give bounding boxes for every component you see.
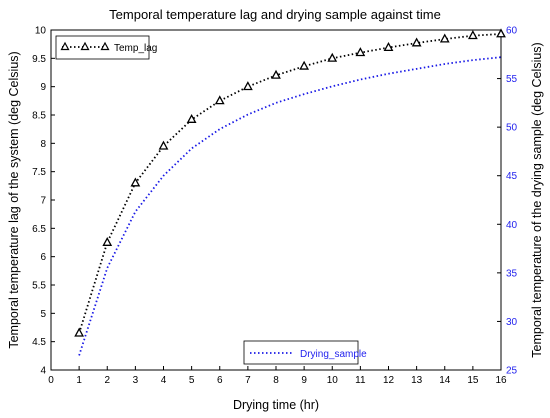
y2-tick-label: 30 xyxy=(506,317,518,328)
y2-tick-label: 45 xyxy=(506,171,518,182)
x-tick-label: 14 xyxy=(439,375,451,386)
y-axis-label: Temporal temperature lag of the system (… xyxy=(7,51,21,348)
y2-axis-label: Temporal temperature of the drying sampl… xyxy=(530,42,544,357)
legend-temp-lag-marker-2 xyxy=(80,41,90,51)
x-tick-label: 4 xyxy=(161,375,167,386)
data-point-temp-lag xyxy=(186,113,197,123)
x-tick-label: 11 xyxy=(355,375,366,386)
data-point-temp-lag xyxy=(130,177,141,187)
data-point-temp-lag xyxy=(383,42,394,52)
x-tick-label: 2 xyxy=(104,375,110,386)
data-point-temp-lag xyxy=(355,47,366,57)
data-point-temp-lag xyxy=(496,28,506,38)
legend-drying-sample-box xyxy=(243,340,359,365)
y-tick-label: 8.5 xyxy=(32,111,46,122)
series-line-temp-lag xyxy=(78,33,502,334)
plot-frame xyxy=(50,29,502,371)
x-tick-label: 12 xyxy=(383,375,395,386)
y-tick-label: 6 xyxy=(40,252,46,263)
x-tick-label: 7 xyxy=(245,375,251,386)
legend-drying-sample-label: Drying_sample xyxy=(300,349,367,360)
data-point-temp-lag xyxy=(271,69,281,79)
series-line-drying-sample xyxy=(78,56,502,356)
x-tick-label: 3 xyxy=(133,375,139,386)
data-point-temp-lag xyxy=(102,236,113,246)
x-tick-label: 9 xyxy=(301,375,307,386)
y-tick-label: 9.5 xyxy=(32,54,46,65)
y-tick-label: 9 xyxy=(40,82,46,93)
x-tick-label: 6 xyxy=(217,375,223,386)
legend-drying-sample: Drying_sample xyxy=(243,340,367,365)
data-point-temp-lag xyxy=(439,33,450,43)
y-tick-label: 10 xyxy=(35,26,47,37)
series-layer xyxy=(74,28,506,356)
data-point-temp-lag xyxy=(214,95,225,105)
y-tick-label: 7.5 xyxy=(32,167,46,178)
y2-axis-ticks: 25 30 35 40 45 50 55 60 xyxy=(497,26,518,377)
x-tick-label: 1 xyxy=(76,375,82,386)
x-tick-label: 8 xyxy=(273,375,279,386)
y2-tick-label: 55 xyxy=(506,74,518,85)
y-axis-ticks: 4 4.5 5 5.5 6 6.5 7 7.5 8 8.5 9 9.5 10 xyxy=(32,26,55,377)
x-tick-label: 10 xyxy=(327,375,339,386)
chart-title: Temporal temperature lag and drying samp… xyxy=(109,7,441,22)
x-tick-label: 16 xyxy=(495,375,507,386)
x-tick-label: 15 xyxy=(467,375,479,386)
y2-tick-label: 60 xyxy=(506,26,518,37)
data-point-temp-lag xyxy=(158,140,169,150)
y-tick-label: 5.5 xyxy=(32,281,46,292)
legend-temp-lag-label: Temp_lag xyxy=(114,43,157,54)
y-tick-label: 6.5 xyxy=(32,224,46,235)
y-tick-label: 4 xyxy=(40,366,46,377)
data-point-temp-lag xyxy=(242,81,253,91)
y-tick-label: 7 xyxy=(40,196,46,207)
data-point-temp-lag xyxy=(74,327,85,337)
y2-tick-label: 25 xyxy=(506,366,518,377)
legend-temp-lag-marker-1 xyxy=(60,41,70,51)
legend-temp-lag-marker-3 xyxy=(100,41,110,51)
y-tick-label: 8 xyxy=(40,139,46,150)
data-point-temp-lag xyxy=(327,52,338,62)
data-point-temp-lag xyxy=(467,30,478,40)
y-tick-label: 4.5 xyxy=(32,337,46,348)
x-tick-label: 13 xyxy=(411,375,423,386)
y-tick-label: 5 xyxy=(40,309,46,320)
data-point-temp-lag xyxy=(411,37,422,47)
y2-tick-label: 35 xyxy=(506,268,518,279)
x-tick-label: 0 xyxy=(48,375,54,386)
x-tick-label: 5 xyxy=(189,375,195,386)
legend-temp-lag: Temp_lag xyxy=(55,35,157,60)
y2-tick-label: 40 xyxy=(506,220,518,231)
x-axis-label: Drying time (hr) xyxy=(233,398,319,412)
x-axis-ticks: 0 1 2 3 4 5 6 7 8 9 10 11 12 13 14 15 16 xyxy=(48,366,507,386)
y2-tick-label: 50 xyxy=(506,123,518,134)
data-point-temp-lag xyxy=(299,60,310,70)
